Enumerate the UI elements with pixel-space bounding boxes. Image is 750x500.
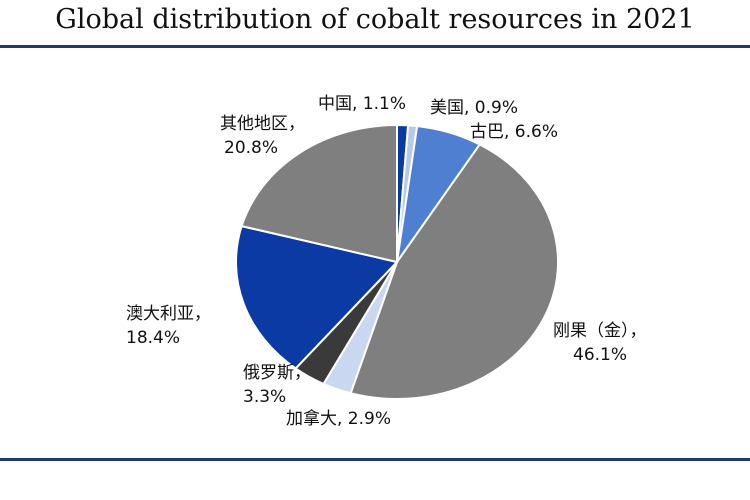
slice-label-4: 刚果（金）， (553, 321, 647, 341)
slice-value-4: 46.1% (573, 345, 627, 365)
slice-value-6: 3.3% (243, 387, 286, 407)
pie-slices (235, 123, 560, 400)
top-divider (0, 45, 750, 48)
slice-label-2: 美国, 0.9% (430, 98, 518, 118)
slice-label-6: 俄罗斯， (243, 363, 311, 383)
bottom-divider (0, 458, 750, 461)
pie-labels: 中国, 1.1% 美国, 0.9% 古巴, 6.6% 刚果（金）， 46.1% 加拿大, … (126, 94, 647, 429)
pie-slice-7 (235, 224, 399, 370)
slice-label-1: 中国, 1.1% (318, 94, 406, 114)
pie-slice-4 (349, 143, 560, 400)
slice-value-8: 20.8% (224, 138, 278, 158)
slice-label-8: 其他地区， (220, 114, 305, 134)
slice-label-3: 古巴, 6.6% (470, 122, 558, 142)
pie-slice-8 (240, 123, 398, 264)
slice-label-7: 澳大利亚， (126, 304, 211, 324)
slice-label-5: 加拿大, 2.9% (286, 408, 391, 429)
slice-value-7: 18.4% (126, 328, 180, 348)
chart-title: Global distribution of cobalt resources … (55, 4, 695, 35)
